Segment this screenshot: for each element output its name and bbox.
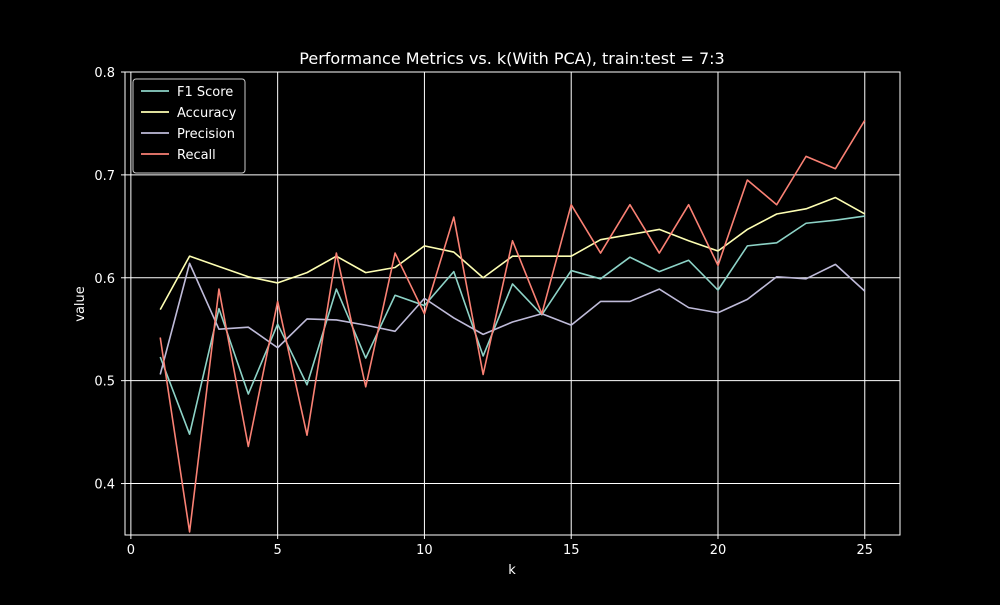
legend-label: Accuracy [177,106,237,121]
series-lines [159,119,866,533]
x-tick-label: 10 [416,543,433,558]
series-line-precision [159,262,866,375]
legend-label: Recall [177,148,216,163]
y-tick-label: 0.4 [94,478,115,493]
chart-title: Performance Metrics vs. k(With PCA), tra… [299,49,724,68]
y-tick-label: 0.6 [94,272,115,287]
y-ticks: 0.4 0.5 0.6 0.7 0.8 [94,66,125,493]
x-tick-label: 5 [274,543,282,558]
legend: F1 Score Accuracy Precision Recall [132,78,246,174]
x-tick-label: 25 [856,543,873,558]
y-tick-label: 0.8 [94,66,115,81]
series-line-accuracy [159,196,866,311]
x-ticks: 0 5 10 15 20 25 [127,535,873,558]
legend-box [132,78,246,174]
y-tick-label: 0.5 [94,375,115,390]
y-axis-label: value [73,286,88,322]
legend-label: F1 Score [177,85,233,100]
series-line-f1-score [159,215,865,435]
x-axis-label: k [508,563,516,578]
x-tick-label: 15 [563,543,580,558]
x-tick-label: 20 [710,543,727,558]
series-line-recall [159,119,866,533]
y-tick-label: 0.7 [94,169,115,184]
plot-frame [124,71,901,536]
x-tick-label: 0 [127,543,135,558]
legend-label: Precision [177,127,235,142]
